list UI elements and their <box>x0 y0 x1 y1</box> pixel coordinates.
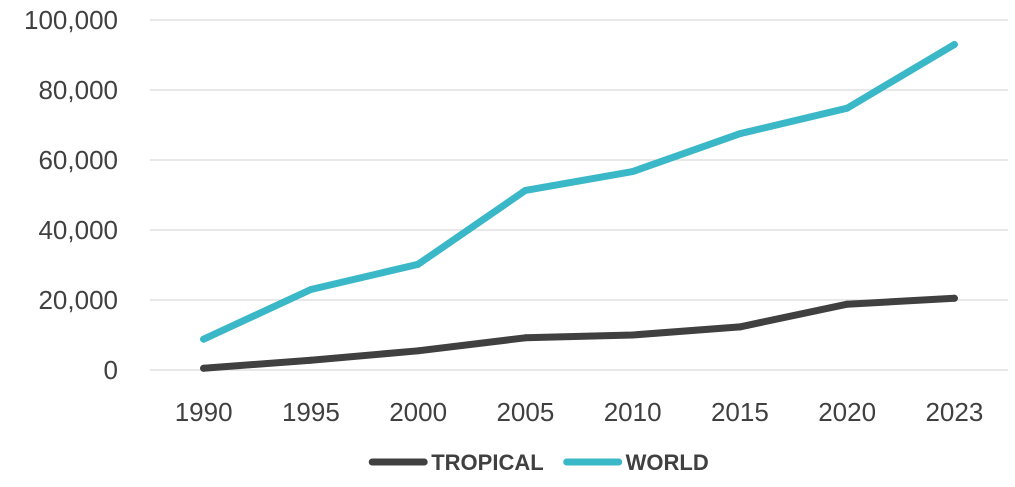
y-axis-ticks: 0 20,000 40,000 60,000 80,000 100,000 <box>24 5 118 385</box>
data-point-tropical <box>950 294 958 302</box>
gridlines <box>150 19 1008 371</box>
data-point-world <box>629 168 637 176</box>
data-point-tropical <box>843 300 851 308</box>
data-point-world <box>736 130 744 138</box>
x-tick-label: 1990 <box>175 397 233 427</box>
legend-label-tropical: TROPICAL <box>431 450 543 475</box>
x-tick-label: 2015 <box>711 397 769 427</box>
x-tick-label: 2010 <box>604 397 662 427</box>
data-point-tropical <box>414 347 422 355</box>
y-tick-label: 20,000 <box>38 285 118 315</box>
series-line-tropical <box>200 294 958 372</box>
data-point-world <box>521 186 529 194</box>
y-tick-label: 40,000 <box>38 215 118 245</box>
data-point-tropical <box>200 364 208 372</box>
y-tick-label: 80,000 <box>38 75 118 105</box>
x-tick-label: 2020 <box>818 397 876 427</box>
data-point-world <box>843 104 851 112</box>
data-point-world <box>307 286 315 293</box>
data-point-world <box>414 260 422 268</box>
data-point-tropical <box>307 356 315 364</box>
data-point-tropical <box>736 323 744 331</box>
data-point-tropical <box>521 334 529 342</box>
x-tick-label: 2023 <box>925 397 983 427</box>
y-tick-label: 60,000 <box>38 145 118 175</box>
x-tick-label: 1995 <box>282 397 340 427</box>
legend: TROPICAL WORLD <box>368 450 709 475</box>
series-line-world <box>200 41 958 343</box>
y-tick-label: 0 <box>104 355 118 385</box>
data-point-tropical <box>629 331 637 339</box>
series-lines <box>200 41 958 372</box>
legend-label-world: WORLD <box>626 450 709 475</box>
x-tick-label: 2000 <box>389 397 447 427</box>
data-point-world <box>200 335 208 343</box>
data-point-world <box>950 41 958 48</box>
y-tick-label: 100,000 <box>24 5 118 35</box>
x-axis-ticks: 1990 1995 2000 2005 2010 2015 2020 2023 <box>175 397 984 427</box>
x-tick-label: 2005 <box>496 397 554 427</box>
